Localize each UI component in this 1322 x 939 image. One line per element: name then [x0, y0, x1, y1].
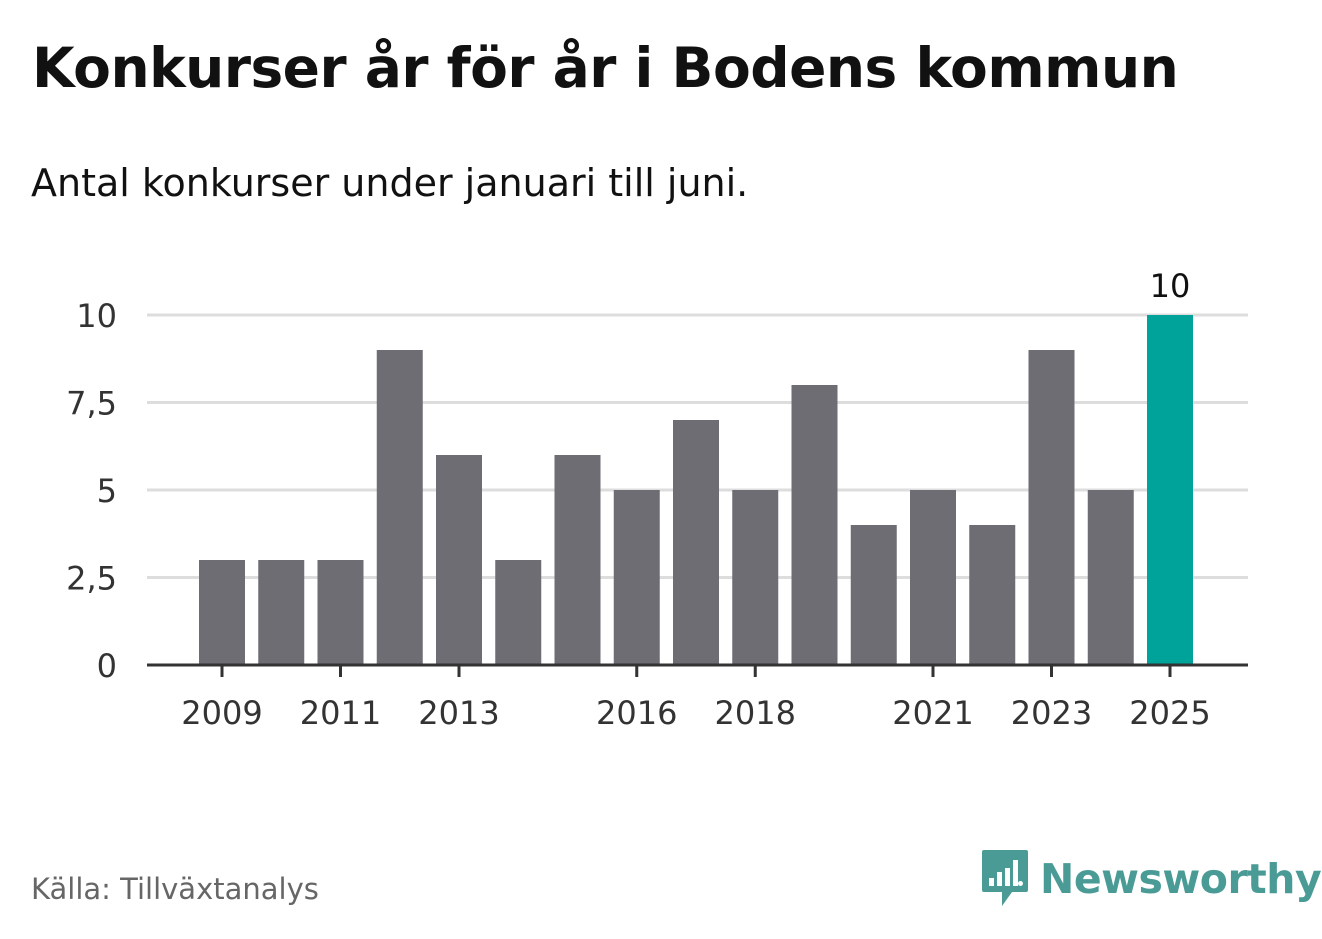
bar-2025 — [1147, 315, 1193, 665]
bar-2009 — [199, 560, 245, 665]
x-tick-label: 2021 — [892, 694, 973, 732]
x-tick-label: 2011 — [300, 694, 381, 732]
bars — [199, 315, 1193, 665]
source-note: Källa: Tillväxtanalys — [31, 872, 319, 906]
newsworthy-logo-icon — [982, 850, 1028, 906]
x-tick-label: 2009 — [181, 694, 262, 732]
brand-logo: Newsworthy — [980, 848, 1322, 910]
x-axis-ticks: 2009 2011 2013 2016 2018 2021 2023 2025 — [181, 665, 1211, 732]
bar-2017 — [673, 420, 719, 665]
bar-2021 — [910, 490, 956, 665]
bar-2014 — [495, 560, 542, 665]
y-tick-label: 0 — [97, 647, 117, 685]
y-axis-ticks: 0 2,5 5 7,5 10 — [66, 297, 117, 685]
bar-2020 — [850, 525, 897, 665]
bar-2022 — [969, 525, 1016, 665]
bar-2011 — [317, 560, 364, 665]
y-tick-label: 7,5 — [66, 385, 117, 423]
x-tick-label: 2025 — [1129, 694, 1210, 732]
chart-title: Konkurser år för år i Bodens kommun — [32, 36, 1179, 100]
x-tick-label: 2018 — [715, 694, 796, 732]
bar-2015 — [554, 455, 601, 665]
data-label: 10 — [1150, 267, 1191, 305]
bar-2016 — [613, 490, 660, 665]
chart-subtitle: Antal konkurser under januari till juni. — [31, 161, 749, 205]
bar-chart: 02,557,510 2009 2011 2013 2016 2018 2021 2023 2… — [66, 267, 1248, 732]
bar-2024 — [1087, 490, 1134, 665]
bar-2023 — [1028, 350, 1075, 665]
bar-2012 — [376, 350, 423, 665]
x-tick-label: 2023 — [1011, 694, 1092, 732]
y-tick-label: 2,5 — [66, 560, 117, 598]
bar-2018 — [732, 490, 779, 665]
bar-2010 — [258, 560, 305, 665]
bar-2019 — [791, 385, 838, 665]
x-tick-label: 2013 — [418, 694, 499, 732]
data-labels: 10 — [1150, 267, 1191, 305]
brand-name: Newsworthy — [1040, 855, 1322, 903]
y-tick-label: 5 — [97, 472, 117, 510]
x-tick-label: 2016 — [596, 694, 677, 732]
y-tick-label: 10 — [76, 297, 117, 335]
bar-2013 — [436, 455, 482, 665]
